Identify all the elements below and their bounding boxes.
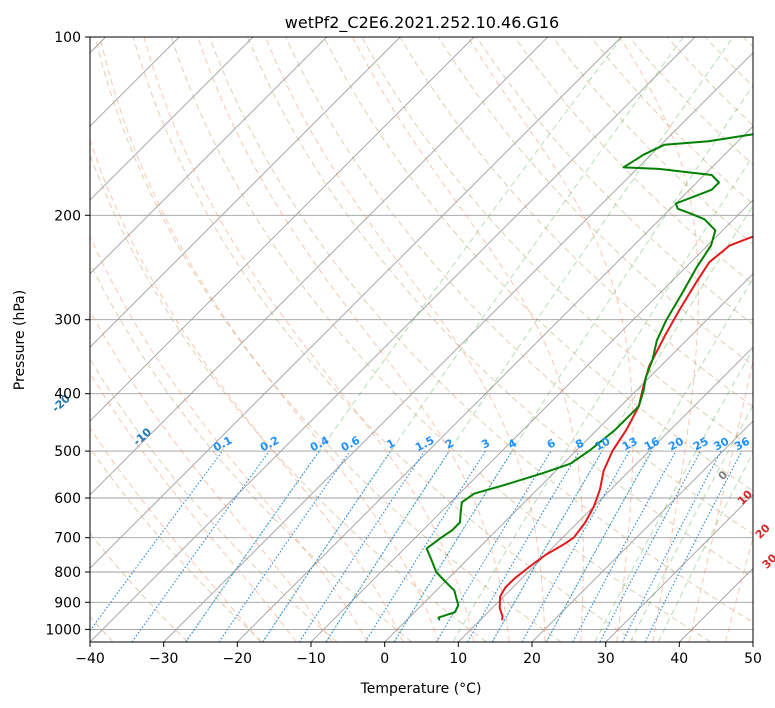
x-tick-label: 20	[523, 651, 541, 667]
isotherm-line	[310, 199, 753, 642]
mixing-ratio-label: 30	[712, 435, 732, 454]
moist-adiabat-label: 40	[773, 582, 775, 602]
dry-adiabat-line	[208, 37, 753, 624]
dry-adiabat-line	[246, 37, 753, 579]
isotherm-line	[384, 273, 753, 642]
y-axis-label: Pressure (hPa)	[12, 290, 28, 390]
saturation-mixing-ratio-line	[658, 451, 753, 642]
dry-adiabat-line	[94, 37, 562, 642]
saturation-mixing-ratio-line	[594, 348, 753, 642]
y-tick-label: 600	[54, 491, 81, 507]
saturation-mixing-ratio-line	[629, 404, 753, 642]
moist-adiabat-line	[90, 309, 333, 642]
mixing-ratio-line	[262, 450, 392, 642]
dry-adiabat-line	[90, 447, 263, 642]
x-tick-label: 30	[597, 651, 615, 667]
dry-adiabat-line	[514, 37, 753, 285]
mixing-ratio-line	[644, 450, 743, 642]
moist-adiabat-line	[90, 427, 261, 642]
moist-adiabat-line	[619, 37, 699, 642]
x-tick-label: 40	[670, 651, 688, 667]
mixing-ratio-line	[435, 450, 552, 642]
x-tick-label: −40	[75, 651, 105, 667]
y-tick-label: 1000	[45, 622, 81, 638]
mixing-ratio-label: 16	[642, 435, 662, 454]
y-tick-label: 200	[54, 208, 81, 224]
isotherm-line	[605, 494, 753, 642]
mixing-ratio-label: 36	[732, 435, 752, 454]
mixing-ratio-line	[393, 450, 513, 642]
isotherm-line	[90, 37, 328, 275]
mixing-ratio-line	[185, 450, 320, 642]
chart-title: wetPf2_C2E6.2021.252.10.46.G16	[285, 13, 559, 33]
saturation-mixing-ratio-line	[393, 84, 753, 642]
isotherm-line	[90, 37, 622, 569]
y-tick-label: 500	[54, 444, 81, 460]
dry-adiabat-line	[475, 37, 753, 326]
x-tick-label: −20	[223, 651, 253, 667]
x-tick-label: 50	[744, 651, 762, 667]
isotherm-line	[90, 37, 254, 201]
mixing-ratio-label: 10	[593, 435, 613, 454]
mixing-ratio-line	[131, 450, 270, 642]
dry-adiabat-line	[285, 37, 753, 535]
mixing-ratio-line	[599, 450, 701, 642]
x-tick-label: 0	[380, 651, 389, 667]
mixing-ratio-line	[325, 450, 450, 642]
moist-adiabat-line	[352, 37, 584, 642]
y-tick-label: 900	[54, 595, 81, 611]
saturation-mixing-ratio-line	[452, 155, 753, 642]
moist-adiabat-line	[197, 37, 510, 642]
moist-adiabat-line	[688, 357, 753, 642]
isotherm-line	[236, 125, 753, 642]
isotherm-line	[90, 37, 549, 496]
mixing-ratio-line	[364, 450, 486, 642]
y-tick-label: 800	[54, 565, 81, 581]
isotherm-line	[90, 37, 401, 348]
saturation-mixing-ratio-line	[185, 37, 623, 642]
x-tick-label: −10	[296, 651, 326, 667]
mixing-ratio-label: 13	[620, 435, 640, 454]
mixing-ratio-line	[298, 450, 425, 642]
plot-frame	[89, 36, 754, 643]
dry-adiabat-line	[323, 37, 753, 492]
y-tick-label: 300	[54, 313, 81, 329]
moist-adiabat-line	[90, 138, 404, 642]
dry-adiabat-line	[90, 262, 413, 642]
y-tick-label: 700	[54, 531, 81, 547]
mixing-ratio-line	[572, 450, 677, 642]
mixing-ratio-label: 25	[691, 435, 711, 454]
moist-adiabat-line	[725, 536, 753, 642]
dry-adiabat-line	[90, 357, 338, 642]
x-axis-label: Temperature (°C)	[360, 681, 482, 697]
y-tick-label: 100	[54, 30, 81, 46]
mixing-ratio-line	[90, 450, 223, 632]
mixing-ratio-line	[621, 450, 722, 642]
isotherm-line	[457, 346, 753, 642]
moist-adiabat-line	[99, 37, 439, 642]
temperature-line	[498, 235, 753, 621]
saturation-mixing-ratio-line	[325, 37, 734, 642]
dewpoint-line	[425, 133, 753, 621]
moist-adiabat-line	[264, 37, 546, 642]
mixing-ratio-line	[545, 450, 653, 642]
isotherm-line	[531, 420, 753, 642]
isotherm-line	[163, 52, 753, 642]
mixing-ratio-line	[218, 450, 351, 642]
isotherm-line	[90, 37, 696, 642]
isotherm-line	[90, 37, 475, 422]
moist-adiabat-line	[90, 235, 369, 642]
y-tick-label: 400	[54, 387, 81, 403]
mixing-ratio-label: 20	[666, 435, 686, 454]
saturation-mixing-ratio-line	[545, 277, 753, 642]
mixing-ratio-line	[521, 450, 630, 642]
x-tick-label: −30	[149, 651, 179, 667]
x-tick-label: 10	[449, 651, 467, 667]
moist-adiabat-line	[143, 37, 475, 642]
moist-adiabat-line	[90, 371, 297, 642]
moist-adiabat-line	[467, 37, 634, 642]
